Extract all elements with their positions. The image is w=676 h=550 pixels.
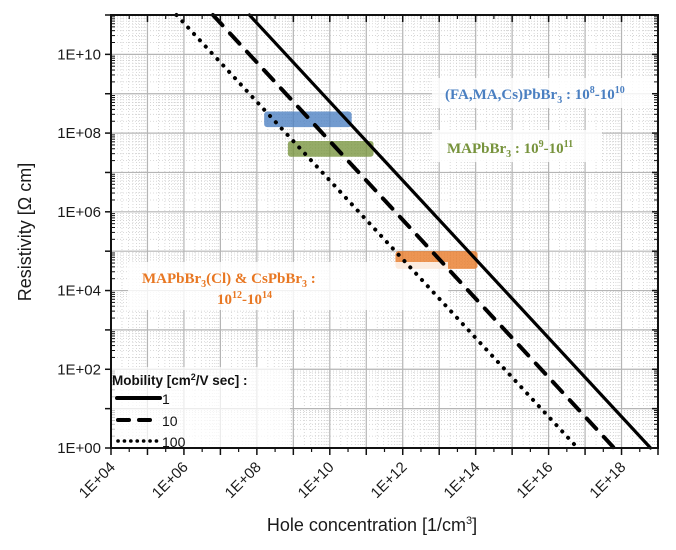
annotations: (FA,MA,Cs)PbBr3 : 108-1010 MAPbBr3 : 109… <box>142 85 625 308</box>
legend-label-100: 100 <box>162 434 186 450</box>
region-box-0 <box>264 111 352 128</box>
series-line-mobility-100 <box>174 13 580 450</box>
y-tick-label: 1E+10 <box>57 46 101 63</box>
x-tick-label: 1E+08 <box>222 459 265 502</box>
y-tick-label: 1E+04 <box>57 283 101 300</box>
x-axis-title: Hole concentration [1/cm3] <box>267 515 477 535</box>
series-line-mobility-10 <box>210 13 617 450</box>
annotation-backgrounds <box>128 78 658 310</box>
x-tick-label: 1E+14 <box>441 459 484 502</box>
x-tick-label: 1E+12 <box>368 459 411 502</box>
y-tick-label: 1E+08 <box>57 125 101 142</box>
series-lines <box>174 13 653 450</box>
legend-label-10: 10 <box>162 413 178 429</box>
annotation-fa-ma-cs: (FA,MA,Cs)PbBr3 : 108-1010 <box>445 85 625 106</box>
y-tick-label: 1E+02 <box>57 361 101 378</box>
y-tick-label: 1E+06 <box>57 204 101 221</box>
legend-title: Mobility [cm2/V sec] : <box>112 372 248 388</box>
y-tick-label: 1E+00 <box>57 440 101 457</box>
x-tick-label: 1E+16 <box>513 459 556 502</box>
axes <box>105 14 659 455</box>
x-tick-label: 1E+06 <box>149 459 192 502</box>
legend: Mobility [cm2/V sec] : 1 10 100 <box>112 367 290 450</box>
legend-label-1: 1 <box>162 391 170 407</box>
y-axis-title: Resistivity [Ω cm] <box>15 163 35 301</box>
annotation-bg-1 <box>432 130 602 162</box>
annotation-bg-2 <box>128 262 448 310</box>
legend-background <box>112 367 290 447</box>
annotation-bg-0 <box>432 78 658 108</box>
annotation-mapbbr3cl-line2: 1012-1014 <box>217 290 272 308</box>
x-tick-label: 1E+10 <box>295 459 338 502</box>
x-tick-label: 1E+18 <box>586 459 629 502</box>
region-box-1 <box>287 140 374 157</box>
annotation-mapbbr3cl-line1: MAPbBr3(Cl) & CsPbBr3 : <box>142 271 316 290</box>
annotation-mapbbr3: MAPbBr3 : 109-1011 <box>447 139 573 160</box>
x-tick-label: 1E+04 <box>76 459 119 502</box>
series-line-mobility-1 <box>247 13 653 450</box>
